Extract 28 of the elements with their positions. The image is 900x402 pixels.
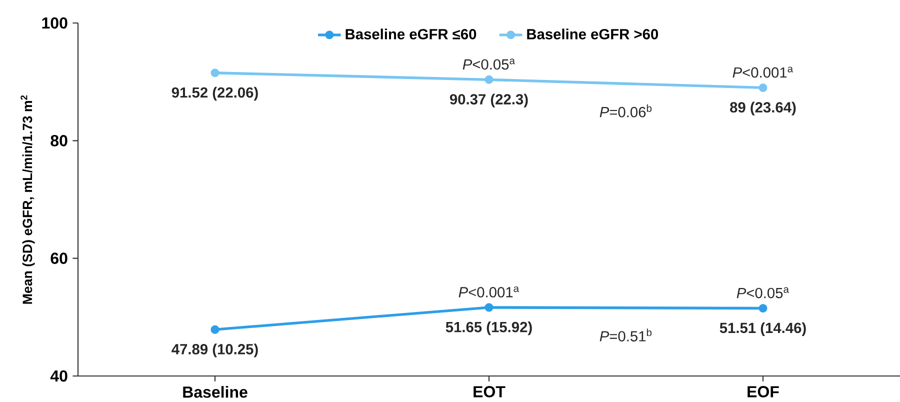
point xyxy=(484,303,494,312)
legend-label: Baseline eGFR ≤60 xyxy=(346,28,476,40)
data-label: 51.65 (15.92) xyxy=(446,321,532,336)
annotation: P=0.51$^{b}$ xyxy=(600,328,652,342)
annotation: P<0.05$^{a}$ xyxy=(462,58,515,70)
annotation: P<0.001$^{a}$ xyxy=(458,286,520,298)
y-tick-label: 40 xyxy=(50,370,68,382)
y-tick-label: 80 xyxy=(50,135,68,146)
legend-label: Baseline eGFR >60 xyxy=(527,28,658,40)
point xyxy=(484,75,494,84)
annotation: P<0.001$^{a}$ xyxy=(732,66,794,78)
data-label: 90.37 (22.3) xyxy=(450,94,528,108)
point xyxy=(210,68,220,78)
point xyxy=(758,83,768,92)
data-label: 89 (23.64) xyxy=(730,102,796,116)
x-tick-label: EOT xyxy=(474,386,506,398)
y-tick-label: 60 xyxy=(50,252,68,264)
y-tick-label: 100 xyxy=(42,17,68,29)
data-label: 51.51 (14.46) xyxy=(720,322,806,336)
annotation: P<0.05$^{a}$ xyxy=(736,287,789,298)
y-axis-title: Mean (SD) eGFR, mL/min/1.73 m$^{2}$ xyxy=(20,95,35,304)
data-label: 47.89 (10.25) xyxy=(172,344,258,358)
point xyxy=(758,304,768,313)
point xyxy=(210,325,220,334)
annotation: P=0.06$^{b}$ xyxy=(600,104,652,118)
x-tick-label: EOF xyxy=(748,386,779,398)
data-label: 91.52 (22.06) xyxy=(172,86,258,101)
x-tick-label: Baseline xyxy=(183,386,248,398)
